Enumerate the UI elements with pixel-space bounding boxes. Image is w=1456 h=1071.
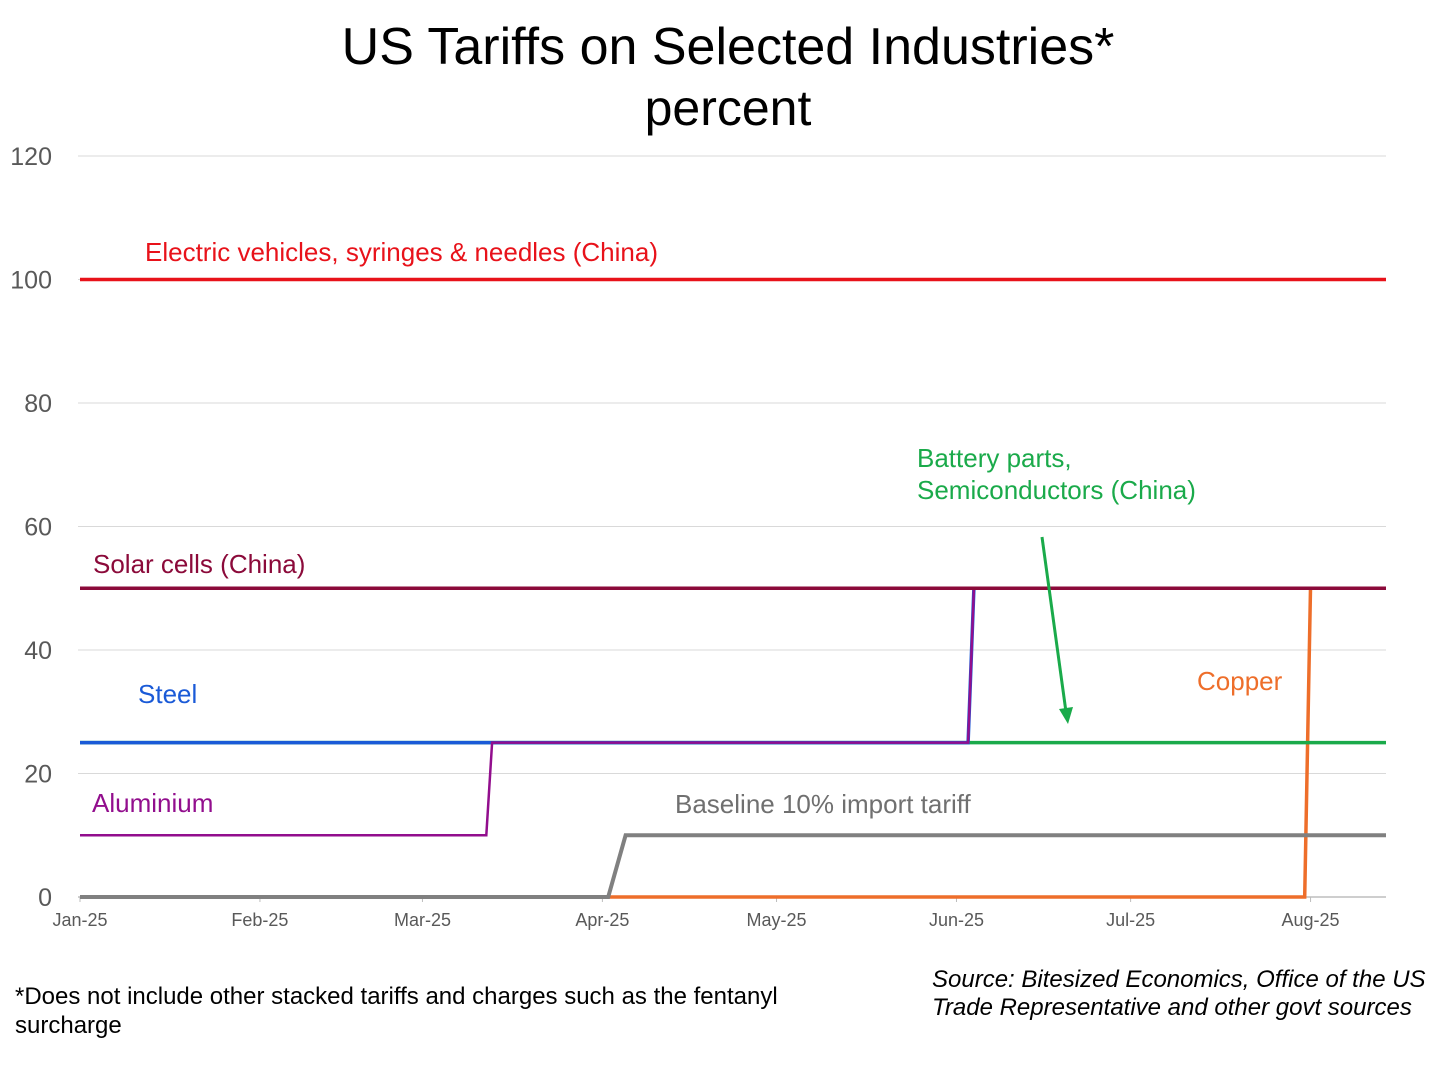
x-tick-label-apr-25: Apr-25: [575, 910, 629, 930]
label-aluminium: Aluminium: [92, 788, 213, 818]
source-note: Source: Bitesized Economics, Office of t…: [932, 966, 1426, 1021]
footnote: *Does not include other stacked tariffs …: [15, 983, 778, 1039]
label-steel: Steel: [138, 679, 197, 709]
chart-title: US Tariffs on Selected Industries*: [341, 18, 1115, 76]
series-line-baseline-10-import-tariff: [80, 833, 1386, 899]
label-solar-cells: Solar cells (China): [93, 549, 305, 579]
x-tick-label-jul-25: Jul-25: [1106, 910, 1155, 930]
x-tick-label-aug-25: Aug-25: [1282, 910, 1340, 930]
annotation-arrow-head: [1059, 707, 1073, 724]
y-tick-label-20: 20: [24, 761, 52, 789]
y-tick-label-0: 0: [38, 884, 52, 912]
y-tick-label-60: 60: [24, 514, 52, 542]
label-baseline: Baseline 10% import tariff: [675, 789, 972, 819]
series-line-steel: [80, 586, 1386, 745]
y-tick-label-80: 80: [24, 390, 52, 418]
label-electric-vehicles: Electric vehicles, syringes & needles (C…: [145, 237, 658, 267]
label-copper: Copper: [1197, 666, 1283, 696]
chart-subtitle: percent: [644, 80, 812, 136]
y-tick-label-40: 40: [24, 637, 52, 665]
x-tick-label-mar-25: Mar-25: [394, 910, 451, 930]
label-battery-parts-line2: Semiconductors (China): [917, 475, 1196, 505]
y-tick-label-100: 100: [10, 267, 52, 295]
y-tick-label-120: 120: [10, 143, 52, 171]
x-tick-label-feb-25: Feb-25: [231, 910, 288, 930]
x-tick-label-may-25: May-25: [747, 910, 807, 930]
x-tick-label-jun-25: Jun-25: [929, 910, 984, 930]
label-battery-parts-line1: Battery parts,: [917, 443, 1072, 473]
x-tick-label-jan-25: Jan-25: [52, 910, 107, 930]
annotation-arrow-line: [1040, 536, 1068, 713]
